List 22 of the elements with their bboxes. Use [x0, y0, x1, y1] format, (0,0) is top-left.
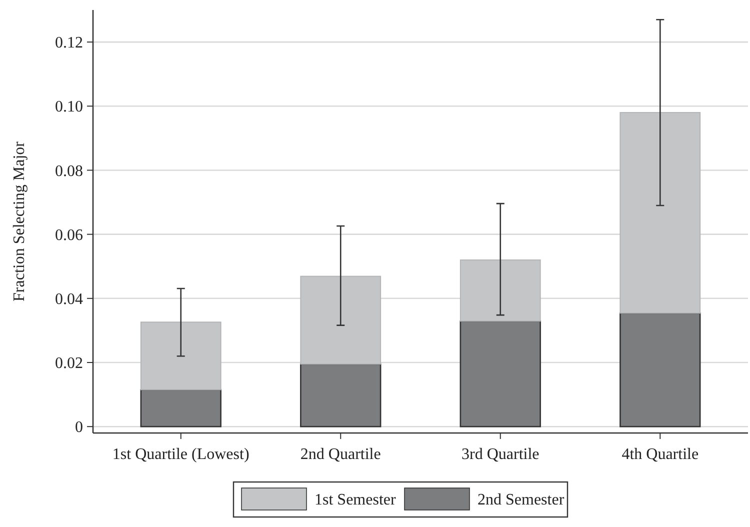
- bar: [140, 322, 222, 390]
- bar: [460, 320, 541, 428]
- x-tick-label: 2nd Quartile: [300, 446, 381, 463]
- bar: [300, 363, 382, 428]
- x-tick-label: 3rd Quartile: [462, 446, 540, 463]
- y-tick-label: 0.02: [55, 355, 83, 372]
- y-tick-label: 0.10: [55, 98, 83, 116]
- y-tick-label: 0.06: [55, 226, 83, 244]
- bar: [620, 112, 701, 314]
- y-tick-label: 0.04: [55, 291, 83, 308]
- bar: [140, 389, 222, 428]
- y-tick-label: 0: [75, 419, 83, 436]
- bar: [300, 276, 382, 365]
- y-tick-label: 0.12: [55, 34, 83, 52]
- y-axis-title: Fraction Selecting Major: [11, 140, 28, 302]
- bar: [460, 259, 541, 322]
- legend-label: 1st Semester: [314, 492, 396, 509]
- y-tick-label: 0.08: [55, 162, 83, 180]
- x-tick-label: 1st Quartile (Lowest): [112, 446, 250, 463]
- bar: [620, 312, 701, 428]
- legend-label: 2nd Semester: [478, 492, 565, 509]
- x-tick-label: 4th Quartile: [622, 446, 699, 463]
